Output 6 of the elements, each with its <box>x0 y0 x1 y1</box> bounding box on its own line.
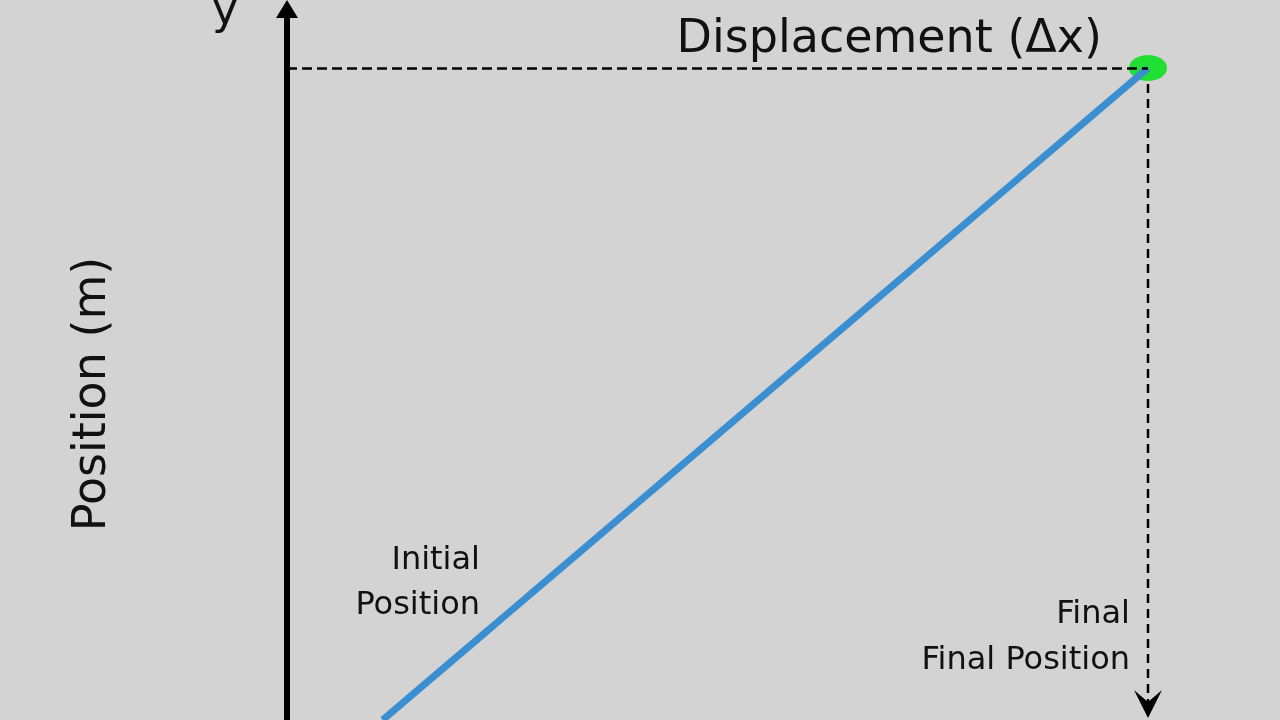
annotation: Final <box>1056 592 1130 633</box>
annotation: Final Position <box>921 638 1130 679</box>
y-axis-title: Position (m) <box>62 256 116 532</box>
text: y <box>212 0 239 36</box>
text: Displacement (Δx) <box>676 8 1102 65</box>
annotation: Initial Position <box>354 538 480 625</box>
